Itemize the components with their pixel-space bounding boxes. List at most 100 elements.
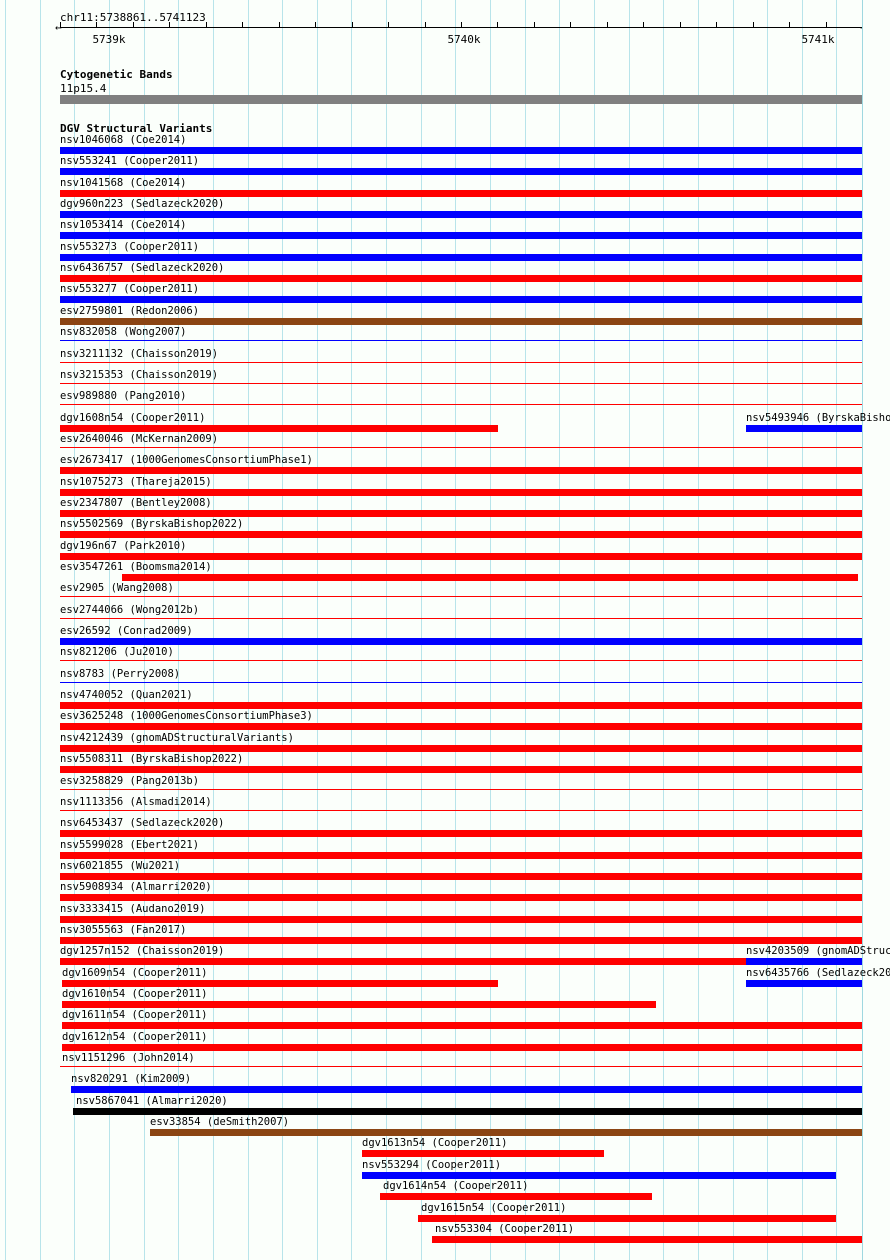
- feature-label[interactable]: dgv1608n54 (Cooper2011): [60, 412, 206, 424]
- feature-label[interactable]: esv2759801 (Redon2006): [60, 305, 200, 317]
- feature-label[interactable]: nsv820291 (Kim2009): [71, 1073, 192, 1085]
- feature-bar[interactable]: [60, 168, 862, 175]
- feature-label[interactable]: dgv1609n54 (Cooper2011): [62, 967, 208, 979]
- feature-bar[interactable]: [60, 745, 862, 752]
- feature-bar[interactable]: [60, 682, 862, 683]
- feature-label[interactable]: dgv1612n54 (Cooper2011): [62, 1031, 208, 1043]
- feature-bar[interactable]: [60, 618, 862, 619]
- feature-bar[interactable]: [122, 574, 858, 581]
- feature-label[interactable]: dgv1611n54 (Cooper2011): [62, 1009, 208, 1021]
- feature-label[interactable]: dgv960n223 (Sedlazeck2020): [60, 198, 225, 210]
- feature-label[interactable]: nsv3333415 (Audano2019): [60, 903, 206, 915]
- feature-bar[interactable]: [432, 1236, 862, 1243]
- feature-label[interactable]: nsv5599028 (Ebert2021): [60, 839, 200, 851]
- feature-label[interactable]: nsv1113356 (Alsmadi2014): [60, 796, 212, 808]
- feature-label-clipped[interactable]: nsv5493946 (ByrskaBishop2022): [746, 412, 890, 424]
- feature-bar[interactable]: [73, 1108, 862, 1115]
- feature-label[interactable]: nsv553277 (Cooper2011): [60, 283, 200, 295]
- cytoband-label[interactable]: 11p15.4: [60, 82, 107, 95]
- feature-bar[interactable]: [60, 318, 862, 325]
- feature-bar[interactable]: [60, 447, 862, 448]
- feature-label[interactable]: nsv553273 (Cooper2011): [60, 241, 200, 253]
- feature-label[interactable]: nsv5908934 (Almarri2020): [60, 881, 212, 893]
- feature-bar[interactable]: [60, 254, 862, 261]
- feature-label[interactable]: dgv1610n54 (Cooper2011): [62, 988, 208, 1000]
- feature-label[interactable]: dgv1613n54 (Cooper2011): [362, 1137, 508, 1149]
- feature-bar[interactable]: [71, 1086, 862, 1093]
- feature-label[interactable]: esv26592 (Conrad2009): [60, 625, 193, 637]
- feature-bar-clipped[interactable]: [746, 958, 862, 965]
- feature-bar[interactable]: [60, 404, 862, 405]
- feature-bar[interactable]: [62, 1022, 862, 1029]
- feature-bar[interactable]: [60, 425, 498, 432]
- feature-label[interactable]: nsv1046068 (Coe2014): [60, 134, 187, 146]
- feature-bar[interactable]: [60, 553, 862, 560]
- feature-bar[interactable]: [60, 296, 862, 303]
- feature-label[interactable]: nsv1053414 (Coe2014): [60, 219, 187, 231]
- feature-bar[interactable]: [62, 1001, 656, 1008]
- feature-bar[interactable]: [60, 916, 862, 923]
- feature-bar[interactable]: [60, 467, 862, 474]
- feature-label[interactable]: nsv1075273 (Thareja2015): [60, 476, 212, 488]
- feature-bar[interactable]: [60, 830, 862, 837]
- feature-label[interactable]: nsv5502569 (ByrskaBishop2022): [60, 518, 244, 530]
- feature-bar[interactable]: [60, 489, 862, 496]
- feature-label[interactable]: nsv553241 (Cooper2011): [60, 155, 200, 167]
- feature-label[interactable]: nsv6021855 (Wu2021): [60, 860, 181, 872]
- feature-bar[interactable]: [60, 190, 862, 197]
- feature-label[interactable]: dgv196n67 (Park2010): [60, 540, 187, 552]
- feature-label[interactable]: esv3258829 (Pang2013b): [60, 775, 200, 787]
- feature-label[interactable]: dgv1257n152 (Chaisson2019): [60, 945, 225, 957]
- feature-bar[interactable]: [60, 873, 862, 880]
- feature-label[interactable]: esv989880 (Pang2010): [60, 390, 187, 402]
- feature-label[interactable]: nsv4212439 (gnomADStructuralVariants): [60, 732, 294, 744]
- feature-bar[interactable]: [60, 660, 862, 661]
- feature-bar[interactable]: [60, 789, 862, 790]
- feature-label[interactable]: nsv1151296 (John2014): [62, 1052, 195, 1064]
- feature-label-clipped[interactable]: nsv6435766 (Sedlazeck2020): [746, 967, 890, 979]
- feature-bar[interactable]: [60, 232, 862, 239]
- feature-bar[interactable]: [60, 383, 862, 384]
- feature-bar[interactable]: [362, 1150, 604, 1157]
- feature-label[interactable]: esv2905 (Wang2008): [60, 582, 174, 594]
- feature-label[interactable]: esv33854 (deSmith2007): [150, 1116, 290, 1128]
- feature-bar[interactable]: [60, 340, 862, 341]
- feature-label[interactable]: dgv1614n54 (Cooper2011): [383, 1180, 529, 1192]
- feature-label[interactable]: esv2673417 (1000GenomesConsortiumPhase1): [60, 454, 313, 466]
- feature-bar[interactable]: [60, 147, 862, 154]
- feature-bar[interactable]: [60, 723, 862, 730]
- feature-label[interactable]: nsv4740052 (Quan2021): [60, 689, 193, 701]
- feature-label[interactable]: nsv553294 (Cooper2011): [362, 1159, 502, 1171]
- feature-bar-clipped[interactable]: [746, 980, 862, 987]
- feature-label[interactable]: esv2347807 (Bentley2008): [60, 497, 212, 509]
- feature-label[interactable]: nsv3215353 (Chaisson2019): [60, 369, 219, 381]
- feature-bar[interactable]: [60, 1066, 862, 1067]
- feature-label[interactable]: esv3625248 (1000GenomesConsortiumPhase3): [60, 710, 313, 722]
- feature-bar[interactable]: [60, 852, 862, 859]
- feature-bar[interactable]: [418, 1215, 836, 1222]
- feature-bar[interactable]: [60, 937, 862, 944]
- feature-bar[interactable]: [62, 980, 498, 987]
- feature-label[interactable]: nsv832058 (Wong2007): [60, 326, 187, 338]
- feature-bar[interactable]: [60, 702, 862, 709]
- feature-label[interactable]: nsv821206 (Ju2010): [60, 646, 174, 658]
- feature-bar[interactable]: [60, 958, 862, 965]
- feature-bar[interactable]: [60, 531, 862, 538]
- feature-label[interactable]: nsv8783 (Perry2008): [60, 668, 181, 680]
- feature-bar[interactable]: [150, 1129, 862, 1136]
- feature-label[interactable]: nsv3211132 (Chaisson2019): [60, 348, 219, 360]
- scroll-left-arrow-icon[interactable]: ←: [55, 21, 62, 34]
- feature-bar[interactable]: [60, 211, 862, 218]
- feature-bar[interactable]: [62, 1044, 862, 1051]
- feature-label[interactable]: nsv5867041 (Almarri2020): [76, 1095, 228, 1107]
- feature-label[interactable]: nsv1041568 (Coe2014): [60, 177, 187, 189]
- feature-label[interactable]: esv2640046 (McKernan2009): [60, 433, 219, 445]
- feature-bar[interactable]: [362, 1172, 836, 1179]
- feature-bar[interactable]: [60, 894, 862, 901]
- feature-bar[interactable]: [380, 1193, 652, 1200]
- feature-label[interactable]: nsv6436757 (Sedlazeck2020): [60, 262, 225, 274]
- feature-bar[interactable]: [60, 510, 862, 517]
- feature-label[interactable]: dgv1615n54 (Cooper2011): [421, 1202, 567, 1214]
- feature-bar[interactable]: [60, 362, 862, 363]
- feature-bar[interactable]: [60, 275, 862, 282]
